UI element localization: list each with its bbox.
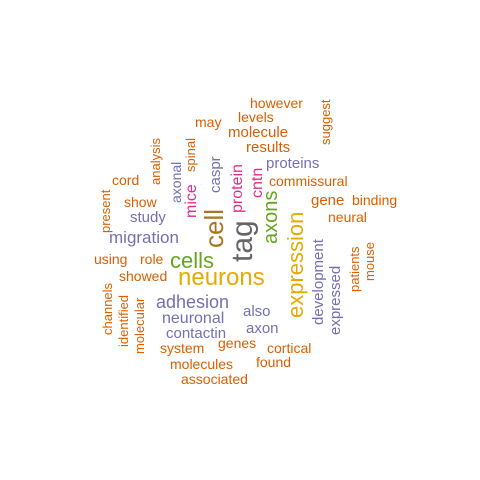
word-showed: showed (119, 268, 167, 284)
word-associated: associated (181, 371, 248, 387)
word-cortical: cortical (267, 340, 311, 356)
word-tag: tag (226, 220, 259, 262)
word-patients: patients (347, 246, 362, 292)
word-molecule: molecule (228, 124, 288, 141)
word-protein: protein (229, 164, 246, 213)
word-study: study (130, 209, 166, 226)
word-mouse: mouse (362, 242, 377, 281)
word-suggest: suggest (318, 99, 333, 145)
word-spinal: spinal (183, 138, 198, 172)
word-molecules: molecules (170, 356, 233, 372)
word-also: also (243, 303, 271, 320)
word-show: show (124, 194, 158, 210)
word-cells: cells (170, 248, 214, 273)
word-migration: migration (109, 228, 179, 247)
word-present: present (98, 189, 113, 233)
word-may: may (195, 114, 221, 130)
word-axons: axons (260, 191, 282, 244)
word-axonal: axonal (168, 162, 184, 203)
word-axon: axon (246, 320, 279, 337)
word-identified: identified (116, 295, 131, 347)
word-molecular: molecular (132, 297, 147, 354)
word-system: system (160, 340, 204, 356)
word-mice: mice (183, 184, 200, 218)
word-development: development (310, 238, 327, 325)
word-genes: genes (218, 335, 256, 351)
word-results: results (246, 139, 290, 156)
word-levels: levels (238, 109, 274, 125)
word-adhesion: adhesion (156, 292, 229, 312)
word-caspr: caspr (207, 156, 224, 193)
word-commissural: commissural (269, 173, 348, 189)
word-neuronal: neuronal (162, 310, 224, 327)
word-cntn: cntn (249, 168, 266, 198)
word-cell: cell (199, 209, 229, 248)
word-gene: gene (311, 192, 344, 209)
word-using: using (94, 251, 127, 267)
word-binding: binding (352, 192, 397, 208)
word-role: role (140, 251, 164, 267)
word-expressed: expressed (327, 266, 344, 335)
word-channels: channels (100, 282, 115, 335)
word-found: found (256, 354, 291, 370)
word-neurons: neurons (178, 264, 265, 291)
word-analysis: analysis (148, 138, 163, 185)
word-cord: cord (112, 172, 139, 188)
word-proteins: proteins (266, 155, 319, 172)
word-expression: expression (283, 212, 308, 318)
word-neural: neural (328, 209, 367, 225)
word-however: however (250, 95, 303, 111)
word-contactin: contactin (166, 325, 226, 342)
